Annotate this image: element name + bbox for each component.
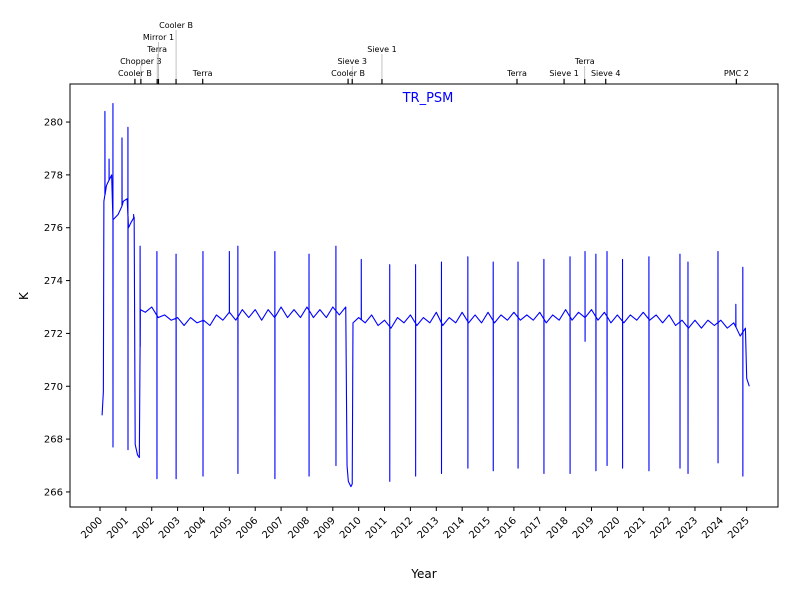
x-tick-label: 2000 xyxy=(79,515,105,541)
event-label: Cooler B xyxy=(331,69,365,78)
event-label: Cooler B xyxy=(159,21,193,30)
y-tick-label: 278 xyxy=(44,170,63,181)
x-tick-label: 2013 xyxy=(416,515,442,541)
y-tick-label: 272 xyxy=(44,329,63,340)
event-label: Chopper 3 xyxy=(120,57,162,66)
event-label: Terra xyxy=(146,45,167,54)
x-tick-label: 2015 xyxy=(467,515,493,541)
x-tick-label: 2006 xyxy=(235,515,261,541)
event-label: Terra xyxy=(574,57,595,66)
y-axis-label: K xyxy=(17,291,31,300)
x-tick-label: 2014 xyxy=(441,515,467,541)
x-tick-label: 2008 xyxy=(286,515,312,541)
y-tick-label: 274 xyxy=(44,276,63,287)
x-tick-label: 2005 xyxy=(209,515,235,541)
event-label: Cooler B xyxy=(118,69,152,78)
x-tick-label: 2009 xyxy=(312,515,338,541)
event-label: Mirror 1 xyxy=(143,33,174,42)
event-label: PMC 2 xyxy=(724,69,749,78)
x-tick-label: 2012 xyxy=(390,515,416,541)
y-tick-label: 266 xyxy=(44,487,63,498)
series-layer xyxy=(101,103,750,488)
x-tick-label: 2018 xyxy=(545,515,571,541)
x-tick-label: 2010 xyxy=(338,515,364,541)
x-tick-label: 2007 xyxy=(260,515,286,541)
x-axis-label: Year xyxy=(410,567,436,581)
y-tick-label: 276 xyxy=(44,223,63,234)
x-tick-label: 2022 xyxy=(648,515,674,541)
x-tick-label: 2023 xyxy=(674,515,700,541)
x-tick-label: 2021 xyxy=(623,515,649,541)
x-axis-ticks: 2000 2001 2002 2003 2004 2005 2006 2007 2008 2009… xyxy=(79,507,752,541)
event-label: Sieve 3 xyxy=(337,57,367,66)
x-tick-label: 2002 xyxy=(131,515,157,541)
x-tick-label: 2025 xyxy=(726,515,752,541)
x-tick-label: 2003 xyxy=(157,515,183,541)
event-label: Sieve 1 xyxy=(367,45,397,54)
y-tick-label: 280 xyxy=(44,118,63,129)
chart-title: TR_PSM xyxy=(402,91,454,106)
y-tick-label: 268 xyxy=(44,435,63,446)
y-tick-label: 270 xyxy=(44,382,63,393)
x-tick-label: 2017 xyxy=(519,515,545,541)
y-axis-ticks: 266 268 270 272 274 276 278 280 xyxy=(44,118,70,498)
event-label: Sieve 4 xyxy=(591,69,621,78)
x-tick-label: 2001 xyxy=(105,515,131,541)
series-line-tr-psm xyxy=(101,103,750,488)
plot-area xyxy=(69,83,779,508)
x-tick-label: 2016 xyxy=(493,515,519,541)
event-label: Terra xyxy=(506,69,527,78)
x-tick-label: 2024 xyxy=(700,515,726,541)
x-tick-label: 2004 xyxy=(183,515,209,541)
x-tick-label: 2020 xyxy=(597,515,623,541)
event-label: Sieve 1 xyxy=(549,69,579,78)
x-tick-label: 2011 xyxy=(364,515,390,541)
event-markers: Cooler B Chopper 3 Terra Mirror 1 Cooler B Te… xyxy=(118,21,749,84)
x-tick-label: 2019 xyxy=(571,515,597,541)
event-label: Terra xyxy=(192,69,213,78)
